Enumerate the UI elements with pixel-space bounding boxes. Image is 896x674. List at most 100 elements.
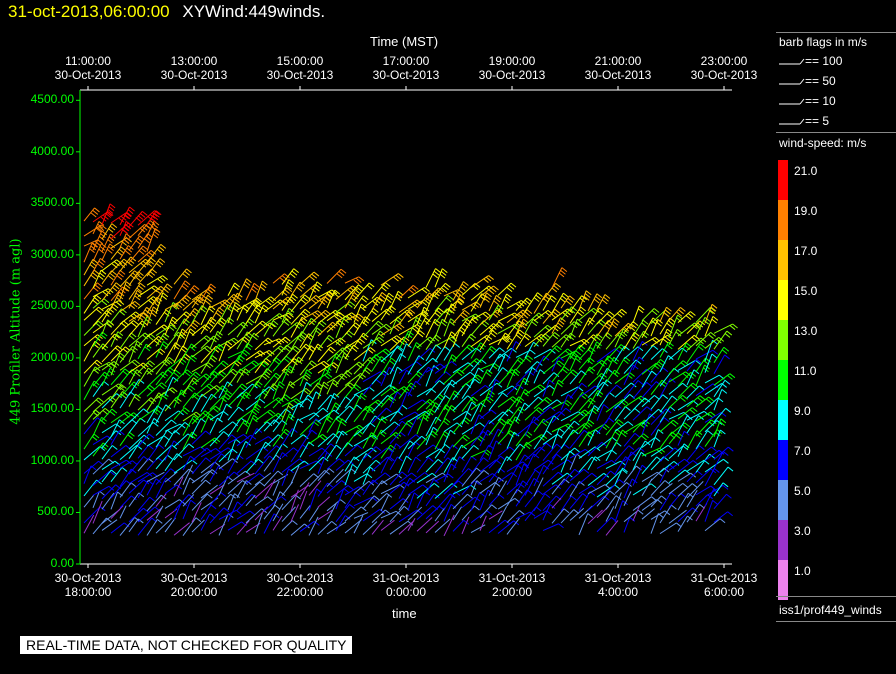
wind-barb-flag: [546, 396, 552, 402]
wind-barb-flag: [217, 322, 224, 327]
wind-barb-flag: [259, 473, 265, 478]
wind-barb: [164, 410, 179, 422]
wind-barb-flag: [669, 406, 676, 412]
wind-barb-flag: [95, 322, 102, 328]
y-tick-label: 4500.00: [30, 92, 74, 107]
wind-barb-flag: [135, 292, 142, 298]
wind-barb: [551, 334, 567, 348]
wind-barb: [110, 430, 120, 445]
wind-barb: [146, 382, 162, 397]
wind-barb: [227, 470, 246, 485]
wind-barb: [632, 368, 647, 383]
wind-barb: [713, 446, 729, 460]
wind-barb-flag: [290, 296, 297, 302]
wind-barb-flag: [217, 417, 223, 423]
wind-barb-flag: [387, 295, 393, 301]
wind-barb-flag: [204, 410, 211, 416]
wind-barb-flag: [234, 298, 240, 303]
wind-barb-flag: [234, 304, 240, 310]
wind-barb-flag: [490, 332, 496, 338]
wind-barb-flag: [725, 407, 732, 413]
wind-barb: [164, 369, 176, 384]
wind-barb: [101, 243, 111, 261]
wind-barb-flag: [500, 418, 507, 424]
wind-barb: [254, 455, 270, 475]
wind-barb-flag: [346, 332, 353, 338]
wind-barb-flag: [128, 259, 135, 264]
wind-barb: [398, 520, 415, 535]
wind-barb: [389, 386, 405, 397]
wind-barb-flag: [130, 274, 136, 280]
wind-barb-flag: [103, 214, 109, 220]
wind-barb: [560, 332, 571, 348]
wind-barb: [209, 417, 218, 434]
wind-barb-flag: [143, 479, 150, 485]
wind-barb-flag: [383, 325, 390, 331]
wind-barb: [299, 412, 315, 420]
wind-barb: [686, 320, 701, 334]
wind-barb-flag: [434, 493, 440, 499]
wind-barb-flag: [393, 386, 399, 391]
wind-barb: [515, 349, 531, 358]
wind-barb: [92, 490, 100, 509]
wind-barb-flag: [626, 482, 632, 487]
wind-barb-flag: [475, 301, 482, 307]
wind-barb: [704, 411, 722, 423]
wind-barb-flag: [151, 212, 158, 217]
wind-barb-flag: [167, 454, 173, 460]
wind-barb-flag: [651, 370, 657, 376]
wind-barb-flag: [159, 348, 166, 354]
wind-barb: [560, 509, 575, 524]
wind-barb: [200, 355, 213, 374]
wind-barb: [632, 496, 652, 511]
wind-barb-flag: [591, 472, 598, 478]
wind-barb-flag: [253, 282, 260, 288]
wind-barb-flag: [646, 406, 653, 412]
wind-barb: [83, 306, 99, 321]
wind-barb: [497, 506, 508, 523]
wind-barb: [560, 450, 571, 473]
wind-barb: [245, 481, 261, 496]
wind-barb-flag: [620, 432, 627, 438]
legend-divider-bottom: [776, 596, 896, 597]
wind-barb: [713, 389, 723, 411]
wind-barb-flag: [629, 372, 635, 377]
wind-barb-flag: [721, 388, 728, 394]
wind-barb-flag: [662, 338, 669, 344]
wind-barb: [470, 524, 486, 534]
wind-barb-flag: [99, 245, 106, 251]
wind-barb: [398, 472, 412, 483]
wind-barb-flag: [94, 241, 101, 246]
wind-barbs: [83, 203, 738, 537]
wind-barb-flag: [682, 482, 689, 488]
wind-barb-flag: [355, 384, 362, 389]
wind-barb-flag: [451, 405, 457, 410]
wind-barb-flag: [210, 504, 217, 510]
wind-barb-flag: [266, 351, 273, 357]
wind-barb: [371, 356, 382, 372]
wind-barb-flag: [100, 233, 106, 239]
wind-barb: [218, 458, 233, 470]
wind-barb: [389, 506, 405, 523]
wind-barb-flag: [641, 322, 647, 328]
wind-barb: [641, 317, 654, 338]
wind-barb-flag: [582, 424, 588, 430]
wind-barb-flag: [92, 299, 98, 305]
wind-barb: [227, 292, 238, 310]
wind-barb: [146, 405, 158, 424]
wind-barb: [695, 349, 713, 360]
wind-barb: [119, 359, 135, 371]
wind-barb-flag: [459, 286, 466, 291]
wind-barb: [335, 396, 347, 412]
wind-barb: [398, 455, 407, 474]
wind-barb: [317, 433, 334, 448]
wind-barb: [146, 335, 159, 348]
wind-barb-flag: [675, 331, 682, 337]
wind-barb-flag: [244, 280, 251, 286]
wind-barb: [236, 419, 245, 433]
wind-barb-flag: [96, 227, 102, 233]
wind-barb: [353, 386, 370, 396]
wind-barb: [245, 473, 260, 484]
wind-barb: [371, 456, 388, 472]
wind-barb: [524, 478, 535, 496]
